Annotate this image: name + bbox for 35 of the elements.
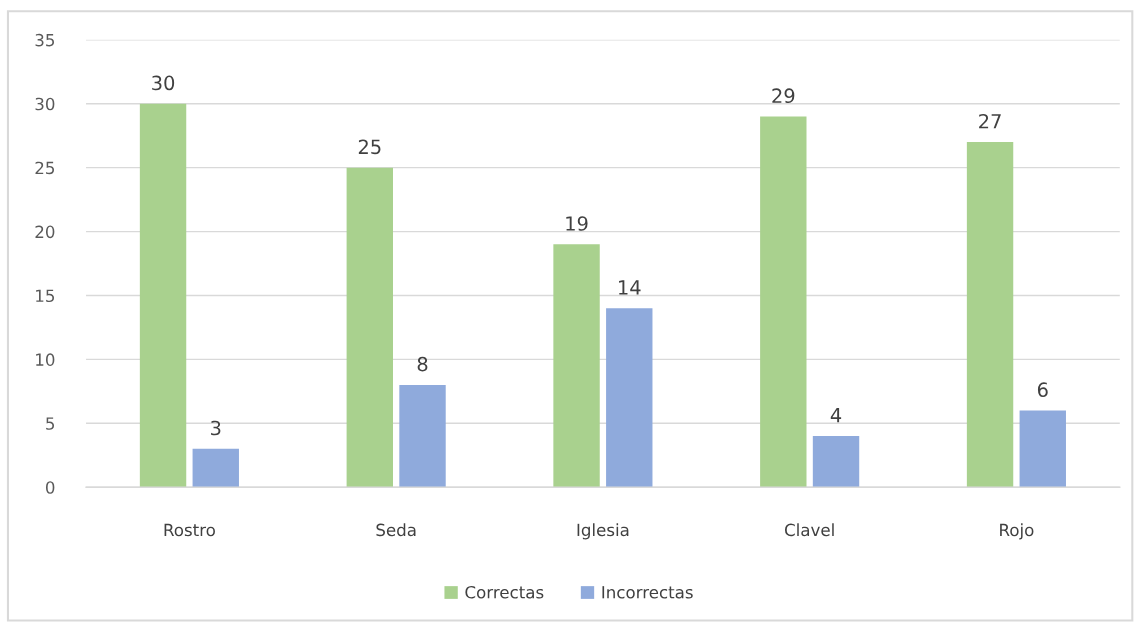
data-label: 30: [152, 75, 175, 91]
bar: [399, 384, 446, 488]
bar: [760, 116, 807, 488]
data-label: 6: [1037, 382, 1048, 398]
data-label: 29: [772, 88, 795, 104]
bar: [812, 436, 860, 488]
bar: [192, 448, 239, 488]
y-tick-label: 10: [36, 353, 55, 366]
legend-label: Correctas: [465, 585, 544, 599]
bar: [139, 103, 187, 488]
y-tick-label: 20: [35, 225, 55, 239]
y-tick-label: 35: [35, 33, 55, 47]
bar: [1019, 410, 1066, 488]
data-label: 27: [979, 113, 1001, 129]
x-tick-label: Rojo: [1000, 523, 1034, 540]
data-label: 4: [830, 408, 842, 423]
x-tick-label: Seda: [376, 523, 416, 537]
x-tick-label: Rostro: [164, 523, 215, 537]
legend-label: Incorrectas: [602, 586, 693, 599]
bar: [606, 308, 653, 488]
data-label: 19: [566, 216, 588, 231]
data-label: 8: [417, 356, 428, 372]
data-label: 25: [358, 139, 381, 155]
x-tick-label: Clavel: [784, 523, 834, 537]
bar: [346, 167, 393, 488]
data-label: 3: [211, 420, 221, 436]
x-tick-label: Iglesia: [577, 523, 629, 540]
y-tick-label: 0: [45, 481, 55, 494]
bar: [966, 142, 1014, 488]
y-tick-label: 15: [36, 289, 55, 303]
bar: [553, 244, 600, 488]
y-tick-label: 25: [35, 161, 55, 175]
y-tick-label: 30: [35, 97, 55, 111]
y-tick-label: 5: [46, 417, 55, 430]
data-label: 14: [619, 280, 641, 295]
